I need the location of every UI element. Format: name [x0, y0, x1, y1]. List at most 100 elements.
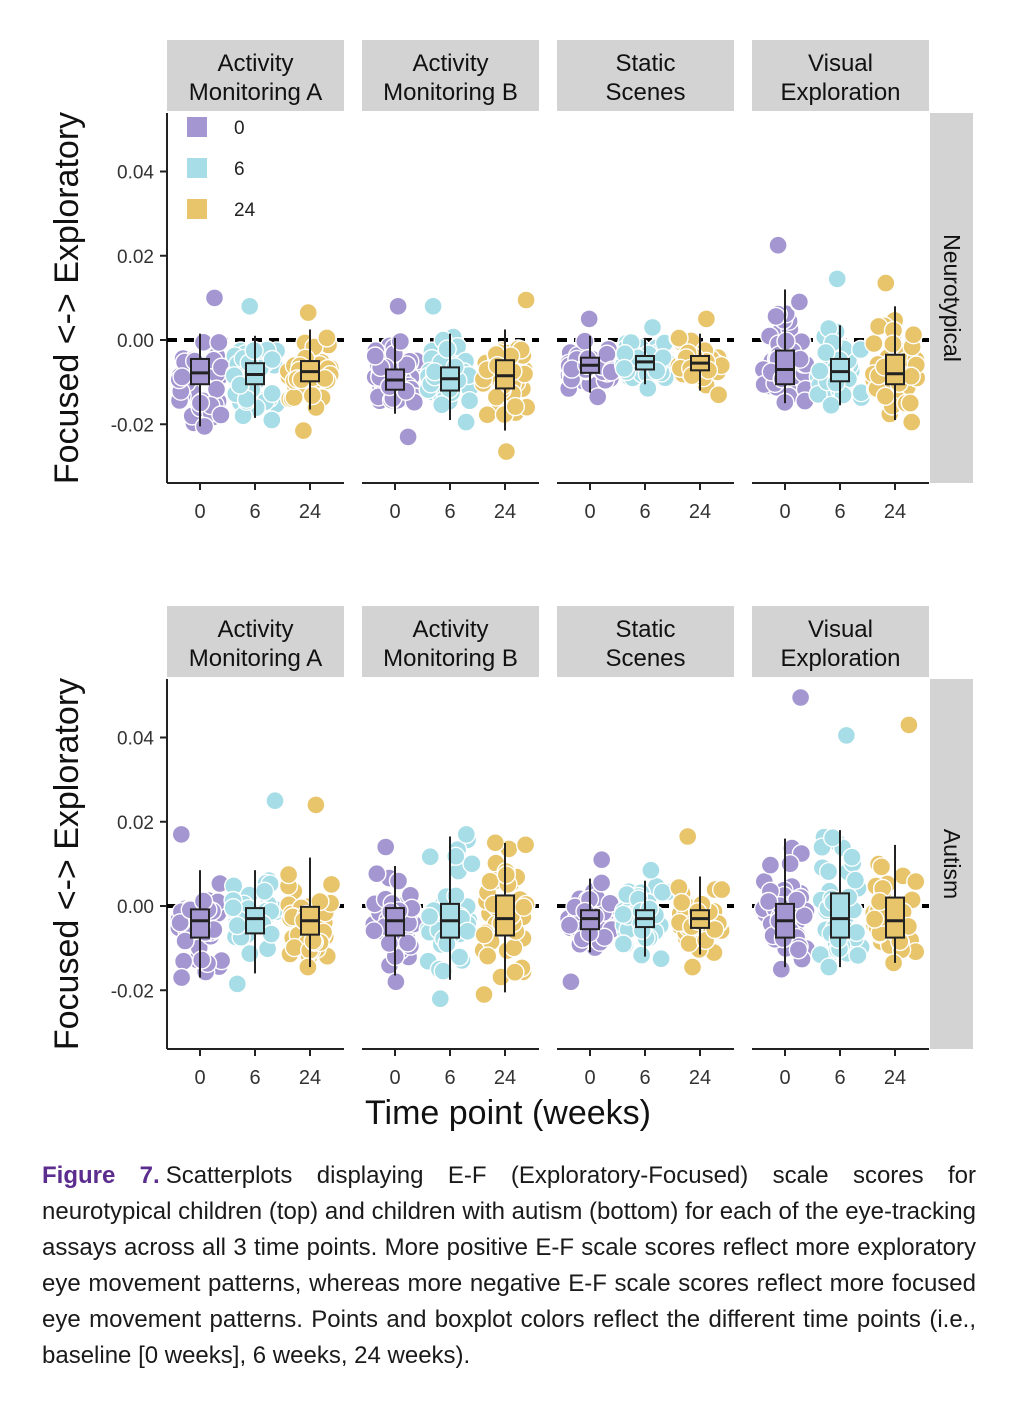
- data-point: [193, 891, 214, 911]
- data-point: [446, 846, 466, 866]
- data-point: [206, 379, 227, 399]
- data-point: [459, 391, 480, 411]
- x-tick-label: 24: [884, 1067, 906, 1089]
- data-point: [588, 387, 608, 407]
- data-point: [836, 725, 857, 746]
- x-tick-label: 0: [584, 1067, 595, 1089]
- x-tick-label: 6: [444, 1067, 455, 1089]
- boxplot-box: [775, 349, 795, 386]
- y-tick-label: 0.04: [117, 729, 154, 750]
- data-point: [641, 860, 661, 880]
- data-point: [456, 412, 476, 432]
- data-point: [302, 385, 322, 406]
- data-point: [204, 288, 225, 308]
- y-tick-label: 0.00: [117, 331, 154, 352]
- data-point: [672, 892, 692, 913]
- facet-column-strip: [167, 40, 344, 111]
- x-tick-label: 0: [779, 501, 790, 523]
- x-axis-title: Time point (weeks): [365, 1094, 651, 1132]
- data-point: [771, 959, 791, 979]
- y-tick-label: 0.04: [117, 163, 154, 184]
- data-point: [462, 854, 482, 874]
- data-point: [638, 378, 658, 399]
- data-point: [871, 857, 892, 877]
- boxplot-box: [190, 908, 210, 939]
- data-point: [575, 331, 595, 351]
- data-point: [457, 921, 478, 941]
- facet-column-label: Activity: [412, 50, 488, 77]
- facet-row-label-neurotypical: Neurotypical: [939, 234, 965, 362]
- data-point: [397, 933, 418, 953]
- data-point: [423, 296, 443, 316]
- data-point: [651, 949, 671, 969]
- x-tick-label: 0: [779, 1067, 790, 1089]
- facet-row-strip: [930, 679, 973, 1049]
- data-point: [485, 833, 505, 853]
- figure-label: Figure 7.: [42, 1162, 160, 1189]
- data-point: [810, 361, 830, 381]
- facet-column-strip: [752, 606, 929, 677]
- facet-column-label: Scenes: [605, 79, 685, 106]
- facet-column-label: Static: [615, 616, 675, 643]
- facet-column-label: Exploration: [780, 645, 900, 672]
- data-point: [789, 292, 810, 312]
- data-point: [486, 387, 507, 407]
- data-point: [758, 891, 779, 912]
- x-tick-label: 24: [494, 501, 516, 523]
- data-point: [780, 854, 800, 874]
- data-point: [902, 412, 922, 432]
- data-point: [505, 962, 525, 982]
- y-tick-label: -0.02: [111, 981, 154, 1002]
- data-point: [883, 953, 904, 973]
- data-point: [669, 328, 689, 348]
- x-tick-label: 6: [834, 501, 845, 523]
- x-tick-label: 6: [444, 501, 455, 523]
- data-point: [172, 367, 192, 387]
- x-tick-label: 6: [639, 1067, 650, 1089]
- data-point: [845, 870, 866, 890]
- x-tick-label: 0: [194, 501, 205, 523]
- data-point: [223, 898, 243, 918]
- x-tick-label: 24: [689, 501, 711, 523]
- data-point: [900, 393, 920, 413]
- legend-label-24: 24: [234, 200, 256, 221]
- data-point: [298, 302, 318, 323]
- data-point: [712, 879, 732, 900]
- data-point: [790, 687, 811, 708]
- data-point: [613, 904, 633, 925]
- facet-row-label-autism: Autism: [939, 829, 965, 899]
- data-point: [561, 972, 581, 992]
- data-point: [876, 273, 896, 293]
- facet-column-label: Exploration: [780, 79, 900, 106]
- legend-swatch-24: [187, 199, 207, 219]
- facet-column-strip: [752, 40, 929, 111]
- y-axis-title-neurotypical: Focused <-> Exploratory: [48, 112, 86, 484]
- data-point: [514, 897, 534, 917]
- data-point: [819, 957, 839, 977]
- data-point: [367, 864, 387, 884]
- data-point: [433, 961, 453, 981]
- facet-column-label: Visual: [808, 50, 873, 77]
- data-point: [592, 850, 612, 870]
- y-axis-title-autism: Focused <-> Exploratory: [48, 678, 86, 1050]
- data-point: [788, 940, 809, 960]
- data-point: [306, 795, 326, 815]
- data-point: [420, 847, 440, 867]
- x-tick-label: 24: [494, 1067, 516, 1089]
- boxplot-box: [495, 894, 515, 937]
- y-tick-label: 0.02: [117, 813, 154, 834]
- data-point: [515, 835, 536, 855]
- x-tick-label: 0: [194, 1067, 205, 1089]
- data-point: [504, 938, 524, 958]
- legend-label-6: 6: [234, 159, 245, 180]
- facet-column-label: Scenes: [605, 645, 685, 672]
- facet-column-label: Activity: [412, 616, 488, 643]
- y-tick-label: 0.02: [117, 247, 154, 268]
- data-point: [173, 951, 194, 971]
- data-point: [474, 925, 494, 945]
- data-point: [875, 386, 896, 406]
- data-point: [766, 306, 786, 327]
- data-point: [474, 984, 494, 1005]
- data-point: [642, 317, 663, 338]
- figure-caption-text: Scatterplots displaying E-F (Exploratory…: [42, 1162, 976, 1369]
